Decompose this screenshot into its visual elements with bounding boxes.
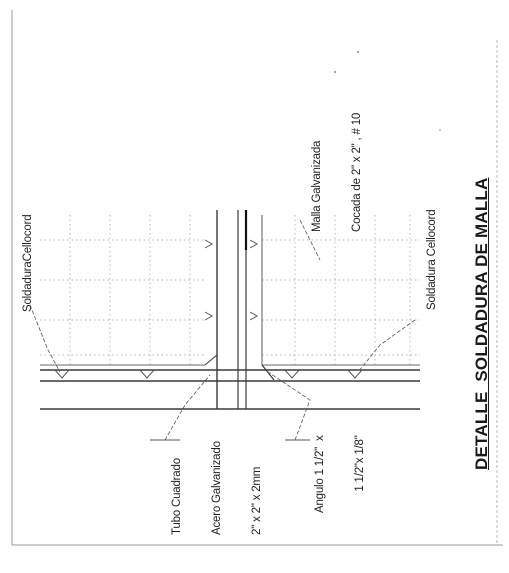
label-tubo-line3: 2" x 2" x 2mm [250, 466, 263, 535]
drawing-title: DETALLE SOLDADURA DE MALLA [472, 177, 491, 471]
label-tubo-line1: Tubo Cuadrado [171, 458, 184, 535]
weld-marks [54, 239, 363, 379]
label-malla: Malla Galvanizada Cocada de 2" x 2" , # … [285, 113, 391, 232]
leader-lines [29, 219, 416, 441]
tube-end-left [204, 354, 218, 366]
mesh-panel-upper [40, 215, 205, 365]
label-tubo: Tubo Cuadrado Acero Galvanizado 2" x 2" … [145, 441, 290, 535]
label-soldadura-left: SoldaduraCellocord [22, 214, 34, 312]
scan-specks [334, 51, 441, 131]
label-angulo-line2: 1 1/2"x 1/8" [354, 435, 367, 492]
mesh-panel-lower [262, 215, 420, 365]
label-malla-line2: Cocada de 2" x 2" , # 10 [351, 112, 364, 232]
label-angulo-line1: Angulo 1 1/2" x [314, 435, 327, 513]
angle-corner [261, 364, 275, 381]
label-soldadura-right: Soldadura Cellocord [426, 209, 438, 310]
label-angulo: Angulo 1 1/2" x 1 1/2"x 1/8" [288, 435, 394, 513]
label-tubo-line2: Acero Galvanizado [211, 441, 224, 535]
label-malla-line1: Malla Galvanizada [311, 140, 324, 232]
